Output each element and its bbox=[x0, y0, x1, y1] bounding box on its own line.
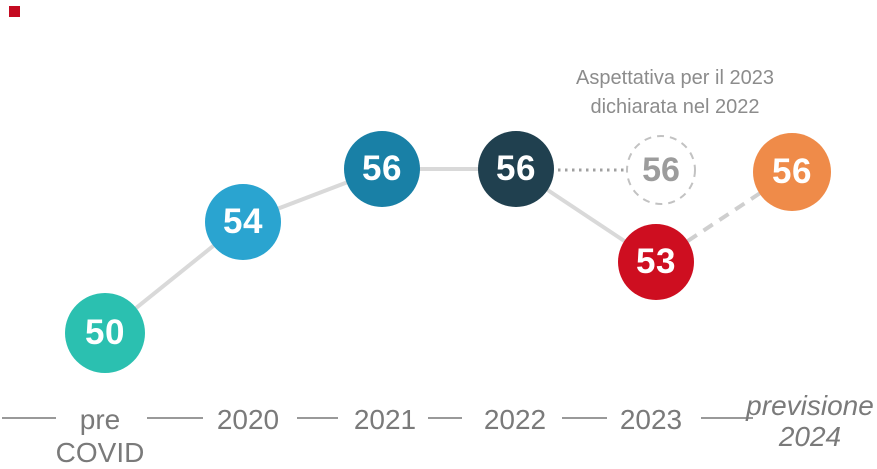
axis-label-previsione-2024: previsione 2024 bbox=[743, 390, 877, 452]
axis-label-line: 2022 bbox=[483, 404, 547, 435]
data-point-previsione-2024: 56 bbox=[753, 133, 831, 211]
data-point-2020: 54 bbox=[205, 184, 281, 260]
data-point-2023: 53 bbox=[618, 224, 694, 300]
axis-tick bbox=[297, 417, 338, 419]
axis-tick bbox=[562, 417, 607, 419]
annotation-line-2: dichiarata nel 2022 bbox=[590, 96, 760, 118]
axis-label-line: COVID bbox=[55, 437, 145, 468]
axis-tick bbox=[147, 417, 203, 419]
data-point-pre-covid: 50 bbox=[65, 293, 145, 373]
axis-label-2021: 2021 bbox=[335, 403, 435, 436]
data-point-2022: 56 bbox=[478, 131, 554, 207]
axis-tick bbox=[2, 417, 56, 419]
data-point-value: 54 bbox=[223, 202, 263, 241]
data-point-value: 56 bbox=[362, 149, 402, 188]
axis-label-line: 2024 bbox=[778, 421, 842, 452]
axis-label-line: 2023 bbox=[619, 404, 683, 435]
expectation-ghost-circle bbox=[626, 135, 696, 205]
axis-label-line: 2020 bbox=[216, 404, 280, 435]
axis-label-2020: 2020 bbox=[198, 403, 298, 436]
axis-label-2023: 2023 bbox=[601, 403, 701, 436]
axis-tick bbox=[701, 417, 753, 419]
data-point-2021: 56 bbox=[344, 131, 420, 207]
axis-tick bbox=[428, 417, 462, 419]
data-point-value: 56 bbox=[642, 150, 680, 189]
axis-label-line: pre bbox=[79, 404, 121, 435]
axis-label-2022: 2022 bbox=[465, 403, 565, 436]
annotation-text: Aspettativa per il 2023 dichiarata nel 2… bbox=[545, 64, 805, 122]
annotation-line-1: Aspettativa per il 2023 bbox=[576, 67, 774, 89]
data-point-value: 50 bbox=[85, 313, 125, 352]
data-point-aspettativa-2023: 56 bbox=[627, 136, 695, 204]
data-point-value: 56 bbox=[496, 149, 536, 188]
data-point-value: 53 bbox=[636, 242, 676, 281]
axis-label-pre-covid: pre COVID bbox=[40, 403, 160, 469]
axis-label-line: 2021 bbox=[353, 404, 417, 435]
data-point-value: 56 bbox=[772, 152, 812, 191]
axis-label-line: previsione bbox=[746, 390, 874, 421]
red-square-marker bbox=[9, 6, 20, 17]
